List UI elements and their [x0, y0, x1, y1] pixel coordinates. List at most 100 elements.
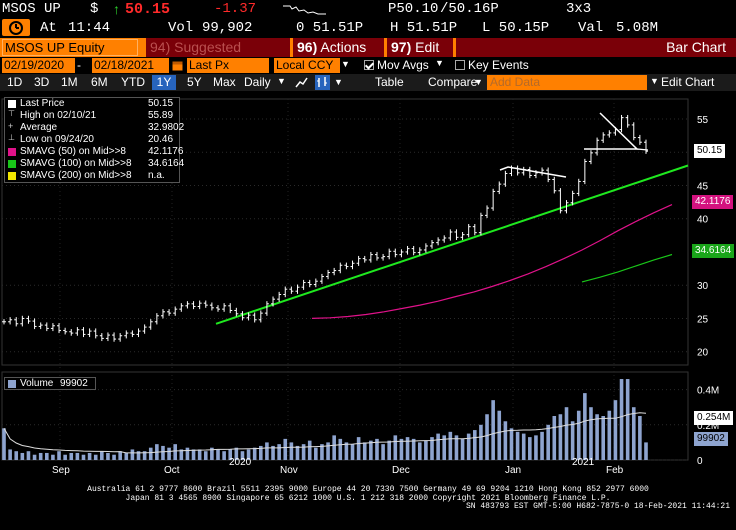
- range-bar: 1D 3D 1M 6M YTD 1Y 5Y Max Daily ▼ ▼ Tabl…: [0, 74, 736, 91]
- field-selector[interactable]: Last Px: [187, 58, 269, 73]
- volume-bar: [387, 440, 391, 460]
- chart-legend: Last Price 50.15 ⊤ High on 02/10/21 55.8…: [4, 97, 184, 183]
- range-1m-button[interactable]: 1M: [61, 75, 78, 89]
- volume-bar: [210, 447, 214, 460]
- pattern-annotations: [499, 112, 649, 178]
- mov-avgs-dropdown-icon[interactable]: ▼: [435, 58, 444, 68]
- date-separator: -: [77, 58, 81, 72]
- currency-selector[interactable]: Local CCY: [274, 58, 340, 73]
- volume-bar: [332, 435, 336, 460]
- volume-bar: [161, 445, 165, 460]
- edit-chart-dropdown-icon[interactable]: ▼: [650, 76, 659, 86]
- bar-chart-icon[interactable]: [315, 75, 330, 90]
- volume-bar: [534, 435, 538, 460]
- price-chart[interactable]: 555045403025200.4M0.2M0SepOctNovDecJanFe…: [0, 91, 736, 530]
- volume-bar: [362, 442, 367, 460]
- security-field[interactable]: MSOS UP Equity: [2, 39, 138, 56]
- volume-bar: [45, 452, 49, 460]
- last-price: 50.15: [125, 1, 171, 18]
- volume-bar: [460, 438, 465, 460]
- volume-bar: [552, 416, 557, 460]
- volume-bar: [601, 416, 605, 460]
- volume-bar: [75, 452, 80, 460]
- table-button[interactable]: Table: [375, 75, 404, 89]
- at-label: At: [40, 20, 57, 36]
- ticker[interactable]: MSOS UP: [2, 1, 61, 17]
- legend-row-sma50: SMAVG (50) on Mid>>8 42.1176: [5, 146, 183, 158]
- volume-tick-label: 0.4M: [697, 386, 719, 397]
- volume-bar: [173, 444, 177, 460]
- chart-type-dropdown-icon[interactable]: ▼: [334, 77, 343, 87]
- last-price-tag: 50.15: [694, 144, 726, 158]
- ask-price: /50.16P: [440, 1, 499, 17]
- volume-bar: [57, 451, 61, 460]
- key-events-checkbox[interactable]: [455, 60, 465, 70]
- add-data-input[interactable]: Add Data: [487, 75, 647, 90]
- volume-bar: [436, 433, 440, 460]
- range-1y-button[interactable]: 1Y: [152, 75, 176, 90]
- volume-last-tag: 99902: [694, 432, 728, 446]
- calendar-icon[interactable]: [172, 60, 183, 71]
- volume-bar: [638, 416, 642, 460]
- edit-menu[interactable]: 97) Edit ▼: [387, 38, 453, 71]
- compare-dropdown-icon[interactable]: ▼: [474, 77, 483, 87]
- currency-dropdown-icon[interactable]: ▼: [341, 59, 350, 69]
- frequency-dropdown-icon[interactable]: ▼: [277, 76, 286, 86]
- range-3d-button[interactable]: 3D: [34, 75, 50, 89]
- volume-bar: [69, 452, 74, 460]
- volume-label: Volume: [20, 378, 54, 389]
- green-square-icon: [8, 160, 16, 168]
- range-max-button[interactable]: Max: [213, 75, 236, 89]
- range-6m-button[interactable]: 6M: [91, 75, 108, 89]
- actions-menu[interactable]: 96) Actions ▼: [293, 38, 384, 71]
- edit-chart-button[interactable]: Edit Chart: [661, 75, 715, 89]
- volume-bar: [81, 454, 86, 460]
- trend-line: [215, 164, 689, 325]
- price-tick-label: 45: [697, 181, 709, 192]
- val-label: Val: [578, 20, 604, 36]
- volume-bar: [430, 437, 434, 460]
- vol-label: Vol: [168, 20, 194, 36]
- range-1d-button[interactable]: 1D: [7, 75, 23, 89]
- volume-bar: [411, 438, 416, 460]
- volume-bar: [106, 452, 110, 460]
- price-tick-label: 40: [697, 215, 709, 226]
- year-label: 2020: [229, 457, 252, 468]
- volume-bars: [2, 379, 648, 460]
- start-date-field[interactable]: 02/19/2020: [2, 58, 75, 73]
- volume-bar: [503, 421, 508, 460]
- volume: 99,902: [202, 20, 253, 36]
- volume-bar: [589, 407, 593, 460]
- chart-title: Bar Chart: [456, 38, 736, 57]
- volume-bar: [63, 454, 67, 460]
- mov-avgs-checkbox[interactable]: [364, 60, 374, 70]
- volume-bar: [350, 444, 355, 460]
- line-chart-icon[interactable]: [295, 76, 308, 89]
- volume-bar: [326, 442, 330, 460]
- bid-ask-size: 3x3: [566, 1, 592, 17]
- up-arrow-icon: ↑: [113, 1, 120, 17]
- volume-bar: [100, 451, 104, 460]
- suggested-charts-button[interactable]: 94) Suggested Charts: [146, 38, 290, 71]
- price-tick-label: 20: [697, 348, 709, 359]
- menu-bar: MSOS UP Equity 94) Suggested Charts 96) …: [0, 38, 736, 71]
- volume-bar: [142, 451, 147, 460]
- range-ytd-button[interactable]: YTD: [121, 75, 145, 89]
- volume-bar: [301, 444, 306, 460]
- volume-bar: [191, 449, 196, 460]
- volume-bar: [246, 449, 251, 460]
- volume-bar: [405, 437, 410, 460]
- low-price: L 50.15P: [482, 20, 550, 36]
- range-5y-button[interactable]: 5Y: [187, 75, 202, 89]
- price-tick-label: 25: [697, 314, 709, 325]
- realtime-badge-icon: [2, 19, 30, 36]
- month-label: Oct: [164, 465, 180, 476]
- end-date-field[interactable]: 02/18/2021: [92, 58, 169, 73]
- frequency-selector[interactable]: Daily: [244, 75, 271, 89]
- sma100-line: [581, 253, 673, 283]
- volume-bar: [558, 414, 563, 460]
- volume-bar: [442, 435, 447, 460]
- quote-line-1: MSOS UP $ ↑ 50.15 -1.37 P50.10 /50.16P 3…: [0, 0, 736, 18]
- compare-button[interactable]: Compare: [428, 75, 478, 89]
- volume-bar: [631, 407, 636, 460]
